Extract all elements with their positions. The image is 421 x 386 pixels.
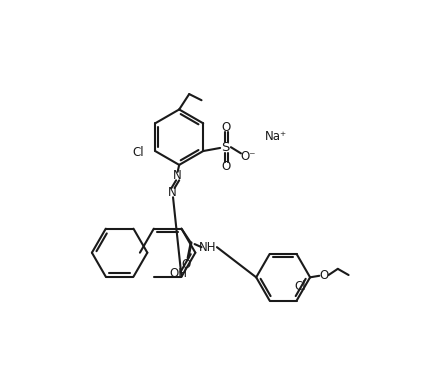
- Text: Cl: Cl: [133, 146, 144, 159]
- Text: O: O: [222, 160, 231, 173]
- Text: OH: OH: [169, 267, 187, 280]
- Text: O: O: [319, 269, 328, 281]
- Text: S: S: [221, 141, 230, 154]
- Text: Na⁺: Na⁺: [264, 130, 287, 143]
- Text: O: O: [181, 258, 191, 271]
- Text: Cl: Cl: [294, 280, 306, 293]
- Text: O⁻: O⁻: [241, 150, 256, 163]
- Text: N: N: [168, 186, 177, 199]
- Text: N: N: [173, 169, 181, 182]
- Text: NH: NH: [199, 240, 216, 254]
- Text: O: O: [222, 121, 231, 134]
